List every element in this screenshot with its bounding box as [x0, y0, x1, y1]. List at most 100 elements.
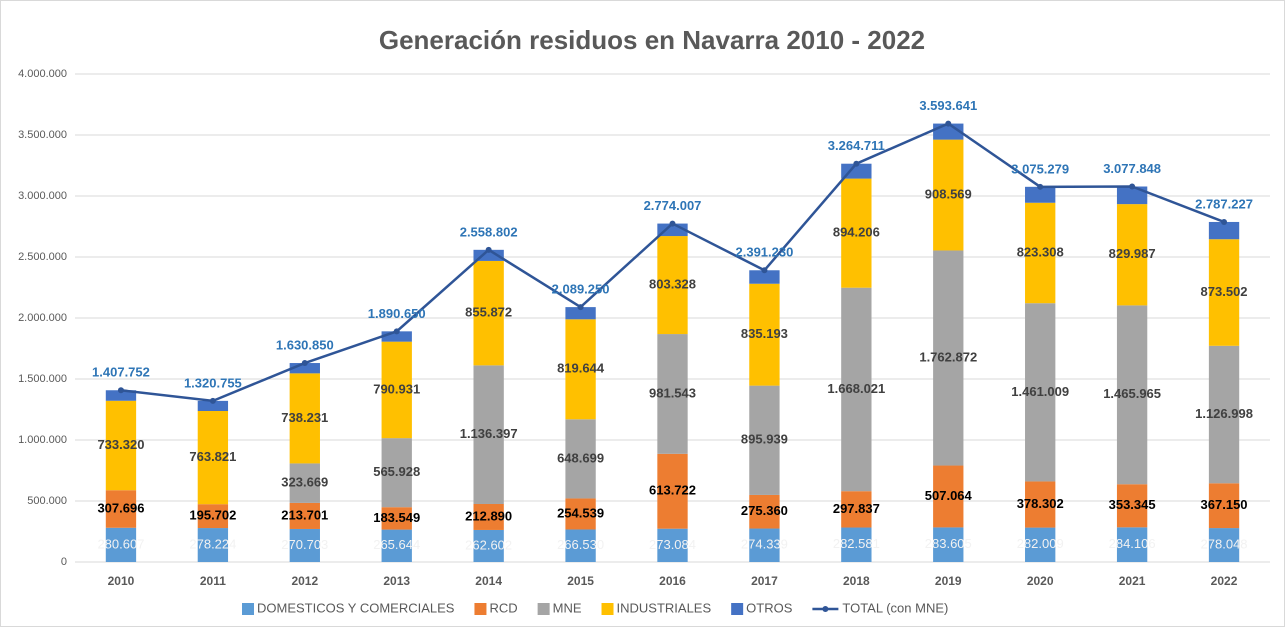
line-point — [577, 304, 584, 311]
bar-segment — [933, 250, 964, 466]
bar-segment — [1116, 204, 1148, 306]
y-tick-label: 4.000.000 — [18, 68, 67, 80]
line-point — [301, 360, 308, 367]
bar-segment — [841, 491, 872, 528]
bar-segment — [933, 465, 964, 528]
bar-segment — [105, 390, 137, 401]
data-label: 2.774.007 — [644, 198, 702, 213]
data-label: 280.607 — [97, 536, 144, 551]
line-point — [485, 246, 492, 253]
bar-segment — [1208, 239, 1240, 346]
data-label: 2.787.227 — [1195, 196, 1253, 211]
data-label: 273.084 — [649, 537, 696, 552]
data-label: 254.539 — [557, 505, 604, 520]
bar-segment — [197, 504, 229, 529]
data-label: 1.136.397 — [460, 426, 518, 441]
legend-label: OTROS — [746, 600, 793, 615]
bar-segment — [1025, 527, 1056, 562]
bar-segment — [657, 236, 688, 335]
data-label: 262.602 — [465, 537, 512, 552]
data-label: 2.089.250 — [552, 282, 610, 297]
data-label: 278.224 — [189, 536, 236, 551]
x-tick-label: 2014 — [475, 574, 502, 588]
x-tick-label: 2015 — [567, 574, 594, 588]
bar-segment — [381, 331, 412, 342]
bar-segment — [749, 385, 780, 495]
bar-segment — [1116, 527, 1148, 562]
data-label: 855.872 — [465, 305, 512, 320]
legend-label: TOTAL (con MNE) — [842, 600, 948, 615]
y-tick-label: 1.500.000 — [18, 373, 67, 385]
bar-segment — [1116, 484, 1148, 528]
bar-segment — [473, 529, 504, 562]
data-label: 378.302 — [1017, 496, 1064, 511]
bar-segment — [473, 249, 504, 261]
chart-title: Generación residuos en Navarra 2010 - 20… — [379, 25, 925, 55]
line-point — [761, 267, 768, 274]
legend-label: MNE — [553, 600, 582, 615]
data-label: 282.581 — [833, 536, 880, 551]
line-point — [669, 220, 676, 227]
bar-segment — [657, 528, 688, 562]
data-label: 1.465.965 — [1103, 386, 1161, 401]
bar-segment — [749, 494, 780, 529]
bar-segment — [933, 527, 964, 562]
bar-segment — [565, 319, 596, 420]
data-label: 2.558.802 — [460, 224, 518, 239]
data-label: 1.890.650 — [368, 306, 426, 321]
legend-swatch — [731, 603, 744, 615]
bar-segment — [565, 529, 596, 562]
data-label: 270.703 — [281, 537, 328, 552]
bar-segment — [565, 419, 596, 499]
x-tick-label: 2020 — [1027, 574, 1054, 588]
legend-label: RCD — [489, 600, 517, 615]
data-label: 278.048 — [1201, 536, 1248, 551]
bar-segment — [473, 365, 504, 504]
y-tick-label: 3.500.000 — [18, 129, 67, 141]
data-label: 367.150 — [1201, 497, 1248, 512]
bar-segment — [197, 400, 229, 411]
y-tick-label: 3.000.000 — [18, 190, 67, 202]
line-point — [1129, 183, 1136, 190]
data-label: 981.543 — [649, 385, 696, 400]
x-tick-label: 2012 — [291, 574, 318, 588]
bar-segment — [841, 287, 872, 492]
data-label: 908.569 — [925, 186, 972, 201]
bar-segment — [1025, 481, 1056, 528]
bar-segment — [749, 283, 780, 386]
y-tick-label: 500.000 — [27, 495, 67, 507]
data-label: 307.696 — [97, 500, 144, 515]
line-point — [1221, 218, 1228, 225]
bar-segment — [289, 463, 320, 503]
bar-segment — [1208, 221, 1240, 240]
x-tick-label: 2021 — [1119, 574, 1146, 588]
legend-swatch — [822, 606, 829, 612]
data-label: 790.931 — [373, 381, 420, 396]
bar-segment — [473, 503, 504, 530]
bar-segment — [289, 528, 320, 562]
data-label: 1.407.752 — [92, 365, 150, 380]
bar-segment — [657, 453, 688, 529]
bar-segment — [841, 178, 872, 288]
data-label: 1.668.021 — [827, 381, 885, 396]
data-label: 282.009 — [1017, 536, 1064, 551]
bar-segment — [749, 270, 780, 284]
line-point — [945, 120, 952, 127]
data-label: 3.593.641 — [919, 98, 977, 113]
legend-label: DOMESTICOS Y COMERCIALES — [257, 600, 455, 615]
bar-segment — [105, 400, 137, 491]
data-label: 275.360 — [741, 503, 788, 518]
bar-segment — [289, 502, 320, 529]
line-point — [853, 160, 860, 167]
data-label: 873.502 — [1201, 284, 1248, 299]
bar-segment — [197, 528, 229, 562]
bar-segment — [749, 528, 780, 562]
data-label: 648.699 — [557, 450, 604, 465]
legend-swatch — [242, 603, 254, 615]
data-label: 835.193 — [741, 326, 788, 341]
bar-segment — [381, 529, 412, 562]
data-label: 3.077.848 — [1103, 161, 1161, 176]
bar-segment — [197, 410, 229, 505]
data-label: 507.064 — [925, 488, 973, 503]
